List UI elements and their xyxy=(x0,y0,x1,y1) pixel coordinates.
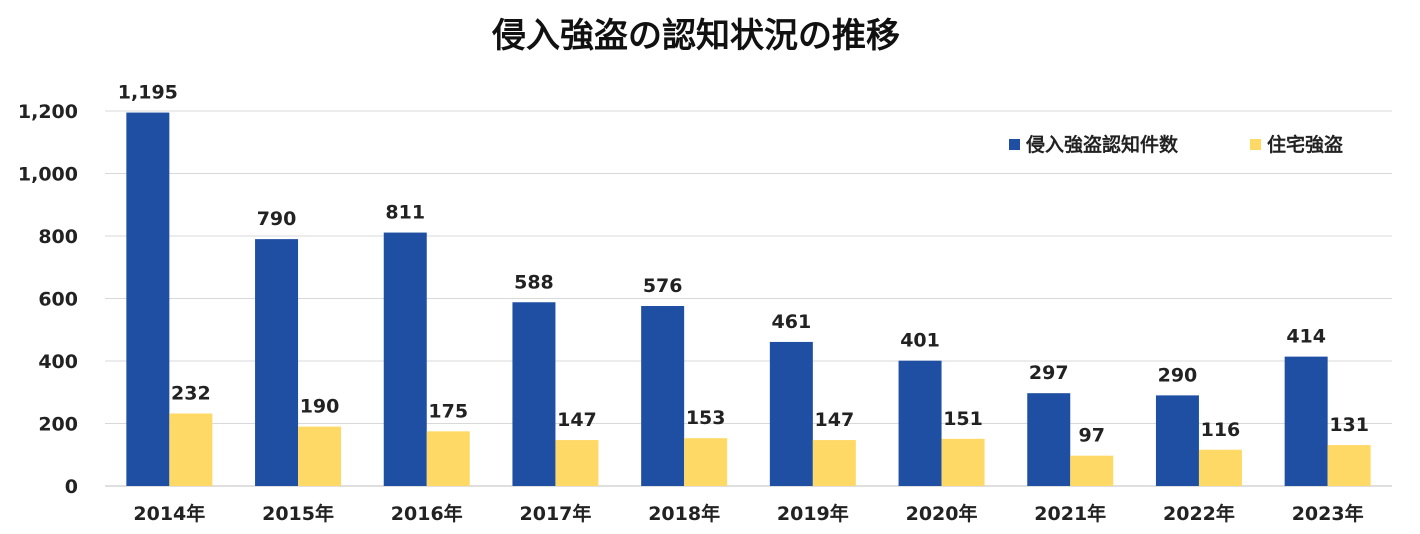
x-category-label: 2015年 xyxy=(262,502,334,525)
y-tick-label: 600 xyxy=(38,289,78,311)
x-category-label: 2014年 xyxy=(133,502,205,525)
y-tick-label: 200 xyxy=(38,414,78,436)
bar-series-2-2015年 xyxy=(298,426,342,486)
bar-series-2-2022年 xyxy=(1198,449,1242,486)
bar-series-1-2016年 xyxy=(383,232,427,486)
grid-lines xyxy=(105,110,1392,487)
x-category-label: 2020年 xyxy=(906,502,978,525)
data-label-series-1: 588 xyxy=(514,271,554,293)
y-tick-label: 0 xyxy=(65,476,78,498)
data-labels: 1,195 232 790 190 811 175 588 147 576 153 461 147 40… xyxy=(118,82,1369,447)
data-label-series-2: 147 xyxy=(557,409,597,431)
bar-series-1-2015年 xyxy=(255,239,299,486)
data-label-series-2: 97 xyxy=(1079,425,1105,447)
bar-series-1-2018年 xyxy=(641,306,685,486)
data-label-series-2: 147 xyxy=(815,409,855,431)
bar-series-2-2019年 xyxy=(812,440,856,486)
data-label-series-1: 290 xyxy=(1158,364,1198,386)
data-label-series-2: 116 xyxy=(1201,419,1241,441)
bar-series-2-2023年 xyxy=(1327,445,1371,486)
y-tick-label: 400 xyxy=(38,351,78,373)
x-category-label: 2018年 xyxy=(648,502,720,525)
bar-series-1-2019年 xyxy=(769,341,813,486)
bar-series-2-2017年 xyxy=(555,440,599,486)
data-label-series-1: 811 xyxy=(385,202,425,224)
data-label-series-1: 401 xyxy=(900,330,940,352)
bar-series-1-2021年 xyxy=(1027,393,1071,486)
bar-series-2-2018年 xyxy=(684,438,728,486)
data-label-series-1: 297 xyxy=(1029,362,1069,384)
bar-series-1-2022年 xyxy=(1155,395,1199,486)
data-label-series-1: 790 xyxy=(257,208,297,230)
legend-label-series-2: 住宅強盗 xyxy=(1267,133,1343,156)
x-category-label: 2017年 xyxy=(520,502,592,525)
data-label-series-1: 461 xyxy=(772,311,812,333)
legend-label-series-1: 侵入強盗認知件数 xyxy=(1025,133,1179,156)
bars xyxy=(126,112,1371,486)
data-label-series-2: 190 xyxy=(300,396,340,418)
bar-series-1-2020年 xyxy=(898,360,942,486)
data-label-series-2: 175 xyxy=(428,400,468,422)
bar-series-2-2014年 xyxy=(169,413,213,486)
bar-series-2-2021年 xyxy=(1070,455,1114,486)
x-axis-categories: 2014年 2015年 2016年 2017年 2018年 2019年 2020年 2021年… xyxy=(133,502,1363,525)
data-label-series-2: 232 xyxy=(171,383,211,405)
y-tick-label: 800 xyxy=(38,226,78,248)
bar-series-1-2023年 xyxy=(1284,356,1328,486)
data-label-series-1: 414 xyxy=(1286,326,1326,348)
bar-series-1-2014年 xyxy=(126,112,170,486)
legend: 侵入強盗認知件数 住宅強盗 xyxy=(1009,133,1343,156)
y-tick-label: 1,200 xyxy=(18,101,78,123)
y-tick-label: 1,000 xyxy=(18,164,78,186)
bar-series-2-2020年 xyxy=(941,438,985,486)
y-axis-ticks: 0 200 400 600 800 1,000 1,200 xyxy=(18,101,78,498)
bar-series-2-2016年 xyxy=(426,431,470,486)
data-label-series-1: 576 xyxy=(643,275,683,297)
bar-series-1-2017年 xyxy=(512,302,556,486)
legend-swatch-series-1 xyxy=(1009,139,1020,150)
legend-swatch-series-2 xyxy=(1250,139,1261,150)
chart-title: 侵入強盗の認知状況の推移 xyxy=(491,16,900,56)
data-label-series-2: 151 xyxy=(943,408,983,430)
x-category-label: 2022年 xyxy=(1163,502,1235,525)
data-label-series-2: 153 xyxy=(686,407,726,429)
x-category-label: 2019年 xyxy=(777,502,849,525)
data-label-series-2: 131 xyxy=(1329,414,1369,436)
x-category-label: 2023年 xyxy=(1292,502,1364,525)
data-label-series-1: 1,195 xyxy=(118,82,178,104)
x-category-label: 2016年 xyxy=(391,502,463,525)
x-category-label: 2021年 xyxy=(1034,502,1106,525)
